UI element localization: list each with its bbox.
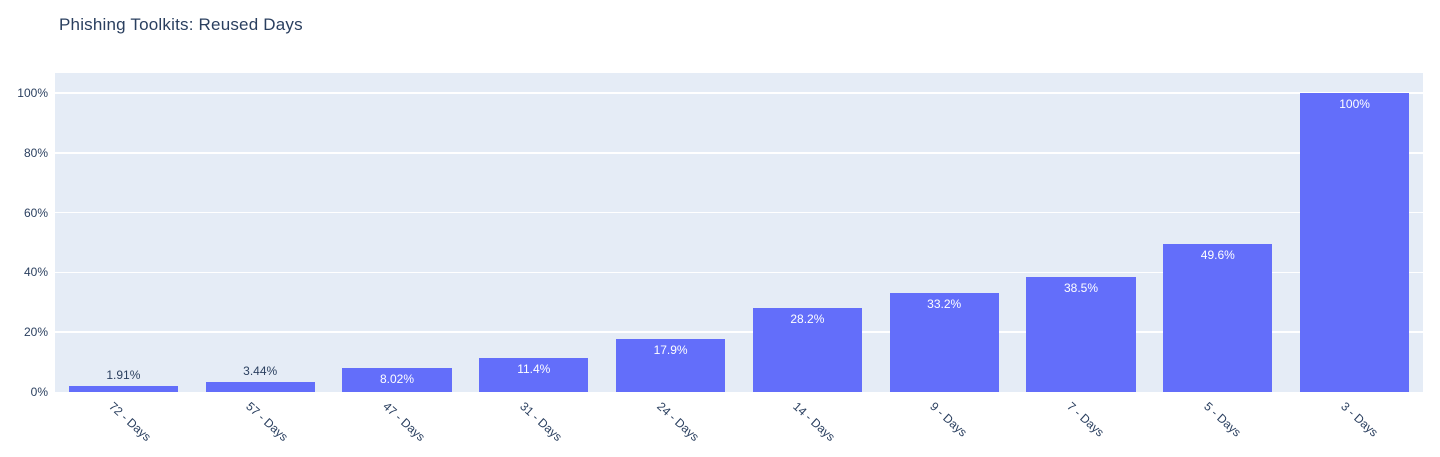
x-tick-label: 5 - Days bbox=[1201, 399, 1244, 440]
x-tick-label: 47 - Days bbox=[380, 399, 428, 445]
bar-value-label: 3.44% bbox=[243, 363, 278, 378]
bar-value-label: 38.5% bbox=[1063, 280, 1098, 295]
bar[interactable] bbox=[889, 292, 999, 392]
bar[interactable] bbox=[1299, 93, 1410, 392]
bar-value-label: 49.6% bbox=[1200, 247, 1235, 262]
bar[interactable] bbox=[615, 338, 726, 392]
x-tick-label: 3 - Days bbox=[1337, 399, 1381, 440]
bar-value-label: 33.2% bbox=[927, 296, 962, 311]
bar[interactable] bbox=[1026, 276, 1136, 392]
plot-area: 1.91% 3.44% 8.02% 11.4% 17.9% 28.2% 33.2% 38.5%… bbox=[55, 73, 1423, 392]
bar-value-label: 100% bbox=[1339, 97, 1370, 111]
x-tick-label: 31 - Days bbox=[517, 399, 565, 445]
bar[interactable] bbox=[1163, 243, 1273, 392]
gridline bbox=[55, 211, 1423, 214]
bar-value-label: 1.91% bbox=[106, 368, 141, 383]
y-tick-label: 100% bbox=[17, 86, 48, 101]
gridline bbox=[55, 92, 1423, 94]
y-tick-label: 0% bbox=[30, 385, 48, 399]
bar[interactable] bbox=[752, 307, 863, 392]
bar-value-label: 17.9% bbox=[653, 342, 688, 357]
bar[interactable] bbox=[479, 357, 589, 392]
bar[interactable] bbox=[205, 381, 315, 392]
x-tick-label: 9 - Days bbox=[927, 399, 971, 440]
x-tick-label: 14 - Days bbox=[790, 399, 839, 445]
gridline bbox=[55, 152, 1423, 154]
y-tick-label: 40% bbox=[23, 265, 48, 280]
x-tick-label: 7 - Days bbox=[1064, 399, 1107, 440]
bar-value-label: 28.2% bbox=[790, 311, 825, 326]
chart-title: Phishing Toolkits: Reused Days bbox=[59, 15, 303, 34]
gridline bbox=[55, 331, 1423, 333]
x-tick-label: 57 - Days bbox=[243, 399, 292, 445]
bar[interactable] bbox=[342, 368, 452, 392]
x-tick-label: 24 - Days bbox=[653, 399, 702, 445]
y-tick-label: 80% bbox=[23, 145, 48, 160]
y-tick-label: 20% bbox=[23, 325, 48, 340]
bar-value-label: 8.02% bbox=[379, 372, 414, 386]
x-tick-label: 72 - Days bbox=[106, 399, 155, 445]
gridline bbox=[55, 271, 1423, 274]
bar[interactable] bbox=[68, 386, 179, 392]
bar-value-label: 11.4% bbox=[517, 361, 551, 376]
y-tick-label: 60% bbox=[23, 205, 48, 220]
